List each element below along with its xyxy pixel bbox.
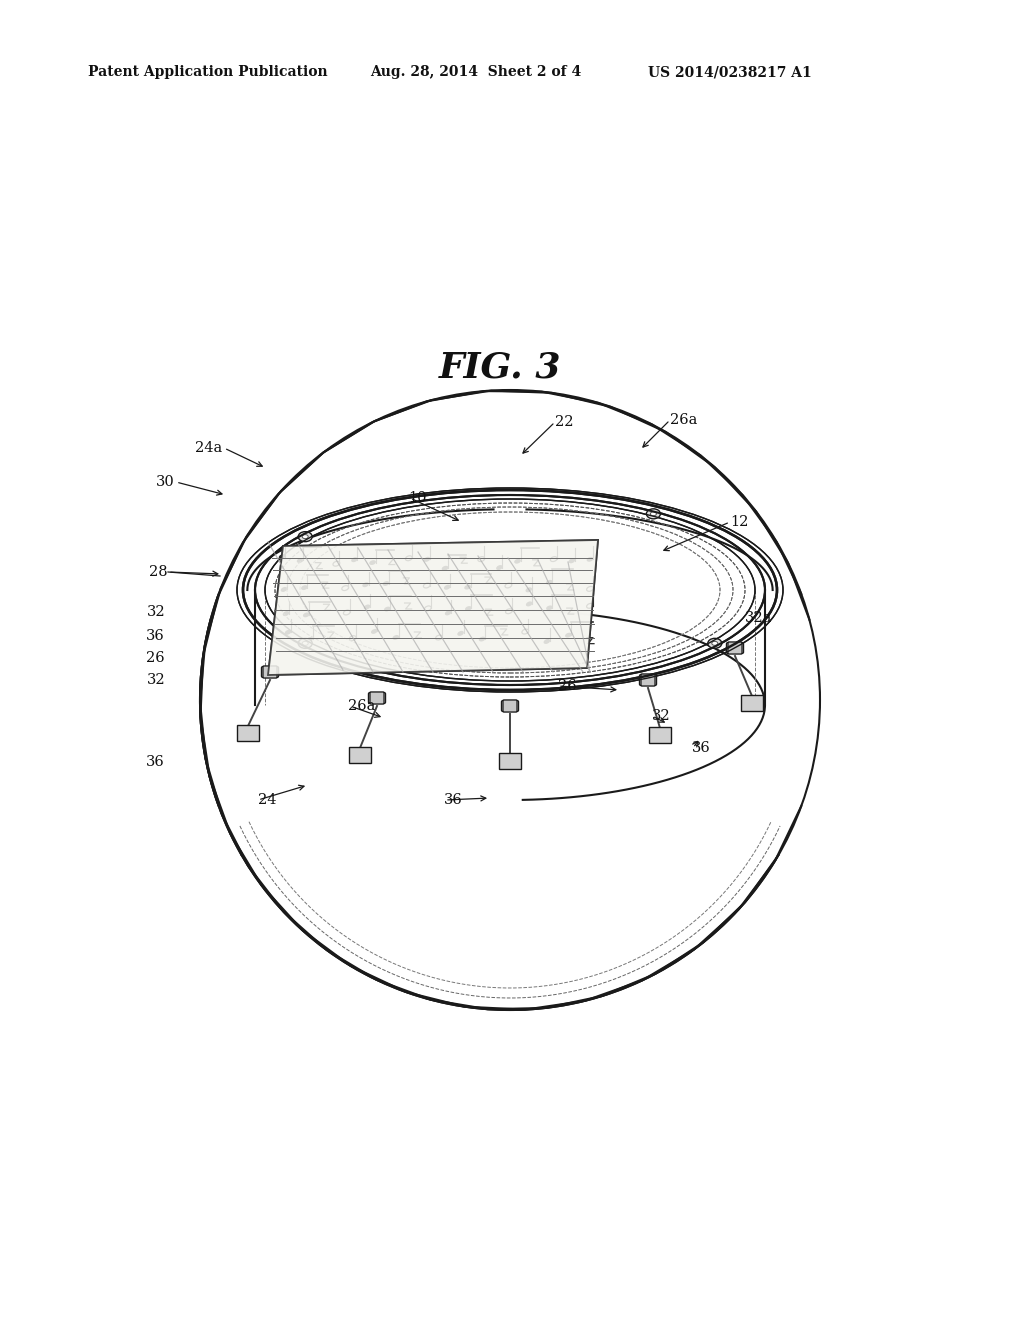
Polygon shape (268, 540, 598, 675)
Text: 26: 26 (558, 678, 577, 693)
Text: FIG. 3: FIG. 3 (438, 351, 561, 385)
FancyBboxPatch shape (728, 642, 742, 653)
Text: US 2014/0238217 A1: US 2014/0238217 A1 (648, 65, 812, 79)
Ellipse shape (650, 512, 656, 516)
Ellipse shape (364, 605, 371, 610)
FancyBboxPatch shape (503, 700, 517, 711)
Ellipse shape (297, 558, 303, 562)
Text: 22: 22 (555, 414, 573, 429)
Text: 10: 10 (408, 491, 427, 506)
Text: 26: 26 (146, 651, 165, 665)
Ellipse shape (384, 607, 391, 611)
Ellipse shape (301, 585, 308, 590)
FancyBboxPatch shape (261, 667, 279, 677)
Ellipse shape (298, 532, 312, 541)
Ellipse shape (351, 557, 357, 562)
Text: 28: 28 (150, 565, 168, 579)
Text: 36: 36 (444, 793, 463, 807)
Text: Patent Application Publication: Patent Application Publication (88, 65, 328, 79)
Ellipse shape (526, 602, 532, 606)
Ellipse shape (708, 639, 722, 648)
Text: 32: 32 (652, 709, 671, 723)
Text: 12: 12 (730, 515, 749, 529)
Ellipse shape (479, 636, 485, 642)
Text: Aug. 28, 2014  Sheet 2 of 4: Aug. 28, 2014 Sheet 2 of 4 (370, 65, 582, 79)
Ellipse shape (306, 638, 313, 642)
Ellipse shape (302, 642, 308, 645)
Ellipse shape (371, 628, 378, 634)
Ellipse shape (514, 558, 521, 564)
FancyBboxPatch shape (370, 692, 384, 704)
Text: 36: 36 (146, 755, 165, 770)
Ellipse shape (544, 639, 550, 644)
Ellipse shape (298, 639, 312, 648)
Ellipse shape (285, 630, 291, 635)
FancyBboxPatch shape (349, 747, 371, 763)
FancyBboxPatch shape (741, 696, 763, 711)
FancyBboxPatch shape (369, 693, 385, 704)
FancyBboxPatch shape (237, 725, 259, 741)
Ellipse shape (255, 495, 765, 685)
FancyBboxPatch shape (641, 675, 655, 686)
Ellipse shape (546, 606, 553, 610)
Text: 26a: 26a (348, 700, 376, 713)
Ellipse shape (279, 554, 286, 560)
Text: 32: 32 (146, 673, 165, 686)
Ellipse shape (303, 612, 309, 618)
Ellipse shape (465, 606, 472, 611)
Ellipse shape (565, 632, 571, 638)
Ellipse shape (283, 611, 290, 616)
Ellipse shape (302, 535, 308, 539)
Ellipse shape (443, 585, 451, 590)
Text: 36: 36 (692, 741, 711, 755)
Ellipse shape (281, 587, 288, 591)
Ellipse shape (383, 581, 389, 586)
FancyBboxPatch shape (499, 752, 521, 770)
Ellipse shape (568, 558, 575, 564)
Text: 26a: 26a (670, 413, 697, 426)
Ellipse shape (496, 565, 503, 570)
FancyBboxPatch shape (640, 675, 656, 685)
Text: 24: 24 (258, 793, 276, 807)
Ellipse shape (424, 557, 430, 562)
Ellipse shape (646, 508, 660, 519)
Ellipse shape (525, 587, 532, 593)
FancyBboxPatch shape (263, 667, 278, 678)
Ellipse shape (444, 610, 452, 615)
Ellipse shape (458, 631, 464, 636)
Text: 32a: 32a (745, 611, 772, 624)
Ellipse shape (587, 557, 593, 562)
Ellipse shape (362, 582, 369, 587)
Text: 30: 30 (157, 475, 175, 488)
FancyBboxPatch shape (726, 643, 743, 653)
Ellipse shape (441, 566, 449, 570)
Ellipse shape (370, 560, 376, 565)
FancyBboxPatch shape (502, 701, 518, 711)
Ellipse shape (712, 642, 718, 645)
Polygon shape (268, 540, 598, 675)
Text: 36: 36 (146, 630, 165, 643)
Ellipse shape (464, 585, 471, 590)
Text: 24a: 24a (195, 441, 222, 455)
Text: 32: 32 (146, 605, 165, 619)
Ellipse shape (546, 579, 553, 585)
FancyBboxPatch shape (649, 727, 671, 743)
Ellipse shape (392, 635, 399, 640)
